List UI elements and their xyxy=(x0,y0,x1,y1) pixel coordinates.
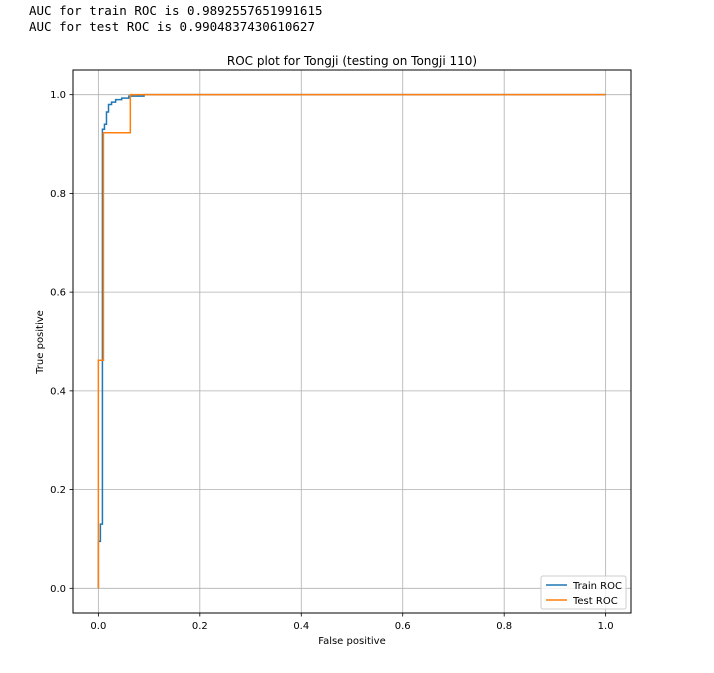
chart-title: ROC plot for Tongji (testing on Tongji 1… xyxy=(227,54,477,68)
console-line-train-auc: AUC for train ROC is 0.9892557651991615 xyxy=(29,3,323,18)
y-axis-label: True positive xyxy=(35,310,46,375)
y-tick-label: 0.6 xyxy=(50,288,66,299)
x-tick-label: 1.0 xyxy=(598,621,614,632)
grid-lines xyxy=(73,70,631,613)
x-tick-label: 0.0 xyxy=(90,621,106,632)
console-line-test-auc: AUC for test ROC is 0.9904837430610627 xyxy=(29,19,315,34)
y-tick-label: 0.8 xyxy=(50,189,66,200)
y-tick-label: 0.2 xyxy=(50,485,66,496)
plot-frame xyxy=(72,69,632,614)
y-tick-label: 0.0 xyxy=(50,584,66,595)
x-tick-label: 0.4 xyxy=(293,621,309,632)
y-tick-label: 0.4 xyxy=(50,386,66,397)
series-line-train-roc xyxy=(97,93,606,589)
x-axis-label: False positive xyxy=(318,636,386,647)
x-tick-label: 0.2 xyxy=(192,621,208,632)
series-layer xyxy=(97,93,606,589)
y-tick-label: 1.0 xyxy=(50,90,66,101)
series-line-test-roc xyxy=(97,93,606,589)
axis-ticks: 0.0 0.2 0.4 0.6 0.8 1.0 0.0 0.2 0.4 0.6 0.8 1.0 xyxy=(50,90,613,632)
x-tick-label: 0.6 xyxy=(395,621,411,632)
legend-label-test: Test ROC xyxy=(572,596,618,607)
console-output: AUC for train ROC is 0.9892557651991615 … xyxy=(29,3,323,35)
legend-label-train: Train ROC xyxy=(572,581,622,592)
legend: Train ROC Test ROC xyxy=(540,575,627,610)
x-tick-label: 0.8 xyxy=(496,621,512,632)
